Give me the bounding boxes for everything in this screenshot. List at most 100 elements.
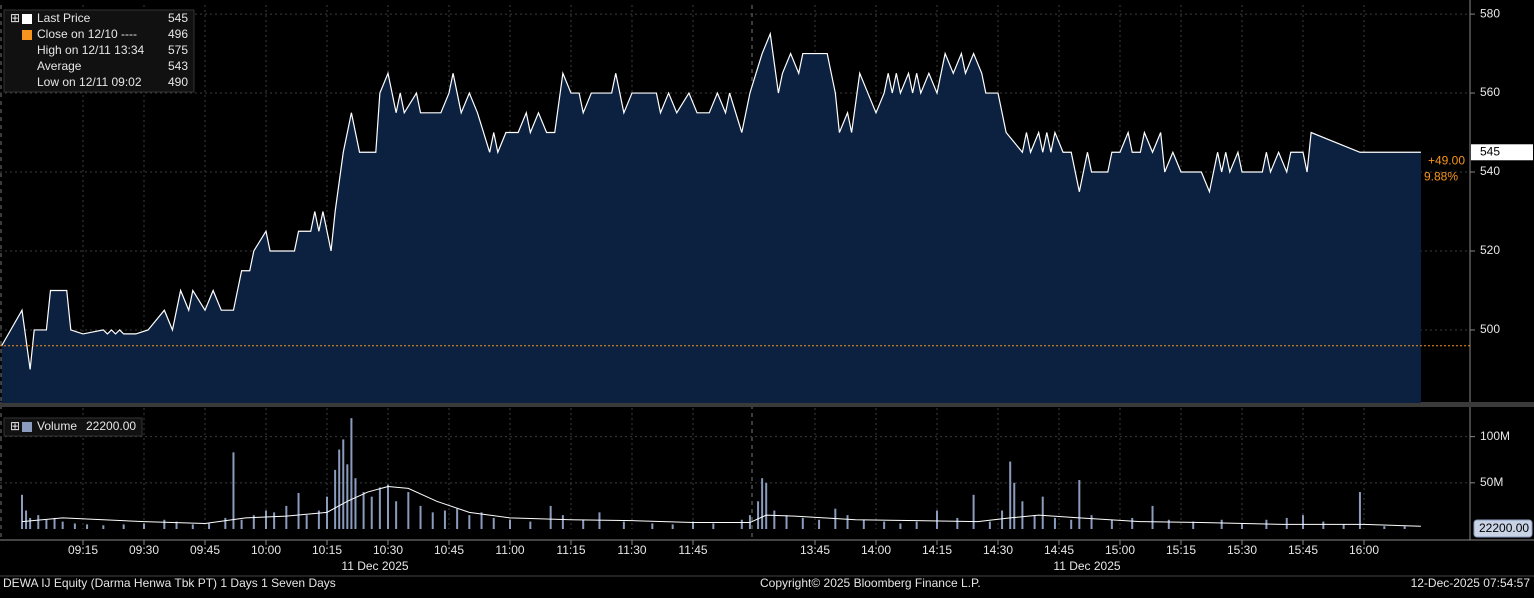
volume-bar [354,478,357,529]
volume-bar [1001,510,1004,529]
last-price-box [1471,144,1533,161]
date-label: 11 Dec 2025 [341,559,408,573]
volume-bar [1167,519,1170,529]
x-tick-label: 10:00 [251,543,281,557]
volume-bar [317,510,320,529]
volume-bar [1070,519,1073,529]
legend-value: 496 [168,27,188,41]
volume-bar [378,487,381,529]
volume-bar [773,510,776,529]
legend-value: 543 [168,59,188,73]
volume-bar [346,464,349,529]
x-tick-label: 14:30 [983,543,1013,557]
volume-bar [86,524,89,529]
volume-bar [362,492,365,529]
volume-bar [61,521,64,529]
volume-bar [208,523,211,529]
volume-bar [163,519,166,529]
volume-bar [1358,492,1361,529]
last-volume-label: 22200.00 [1479,521,1529,535]
x-tick-label: 10:30 [373,543,403,557]
y-tick-label: 560 [1480,85,1500,99]
volume-bar [29,517,32,529]
legend-label: Close on 12/10 ---- [37,27,137,41]
y-tick-label: 540 [1480,164,1500,178]
y-tick-label: 500 [1480,322,1500,336]
volume-bar [37,515,40,529]
volume-bar [757,501,760,529]
volume-bar [240,519,243,529]
volume-bar [443,510,446,529]
volume-bar [1192,521,1195,529]
volume-bar [480,512,483,529]
volume-bar [529,521,532,529]
volume-bar [407,492,410,529]
last-volume-box [1473,519,1533,538]
volume-bar [1013,482,1016,529]
volume-bar [73,523,76,529]
volume-bar [883,521,886,529]
footer-security: DEWA IJ Equity (Darma Henwa Tbk PT) 1 Da… [3,576,336,590]
volume-bar [419,505,422,529]
x-tick-label: 14:45 [1044,543,1074,557]
y-tick-label: 100M [1480,429,1510,443]
x-tick-label: 15:15 [1166,543,1196,557]
volume-bar [765,482,768,529]
volume-bar [988,521,991,529]
volume-bar [1220,519,1223,529]
volume-bar [387,484,389,529]
volume-bar [1403,526,1406,529]
x-tick-label: 10:45 [434,543,464,557]
panel-separator [0,402,1534,407]
x-tick-label: 11:45 [678,543,707,557]
x-tick-label: 10:15 [312,543,342,557]
x-tick-label: 14:15 [922,543,952,557]
x-tick-label: 11:30 [617,543,646,557]
volume-bar [509,519,511,529]
x-tick-label: 15:30 [1227,543,1257,557]
volume-bar [1383,526,1386,529]
volume-bar [1009,461,1012,529]
volume-bar [936,510,938,529]
volume-bar [561,515,564,529]
area-fill [1,33,1421,403]
volume-bar [395,501,398,529]
legend-value: 545 [168,11,188,25]
volume-bar [1131,517,1134,529]
volume-bar [25,510,28,529]
volume-bar [1090,515,1093,529]
last-price-label: 545 [1480,144,1500,158]
volume-bar [122,524,125,529]
volume-bar [846,515,849,529]
volume-bar [899,523,902,529]
volume-bar [305,515,308,529]
volume-bar [1302,515,1304,529]
volume-bar [456,508,459,529]
volume-bar [224,517,227,529]
volume-bar [45,519,48,529]
legend-toggle: ⊞ [10,419,20,433]
volume-bar [1285,517,1288,529]
volume-bar [273,512,276,529]
volume-bar [651,523,654,529]
volume-bar [1078,480,1081,529]
legend-box [3,9,195,93]
volume-bar [740,519,743,529]
volume-bar [818,519,821,529]
volume-bar [102,525,105,529]
volume-bar [622,521,625,529]
legend-label: Last Price [37,11,91,25]
volume-bar [1241,523,1243,529]
x-tick-label: 15:00 [1105,543,1135,557]
volume-bar [801,517,804,529]
legend-label: High on 12/11 13:34 [37,43,145,57]
x-tick-label: 11:00 [495,543,524,557]
volume-bar [232,452,235,529]
legend-value: 575 [168,43,188,57]
x-tick-label: 14:00 [861,543,891,557]
volume-bar [761,478,764,529]
volume-bar [191,524,194,529]
volume-bar [671,524,674,529]
volume-bar [342,439,345,529]
